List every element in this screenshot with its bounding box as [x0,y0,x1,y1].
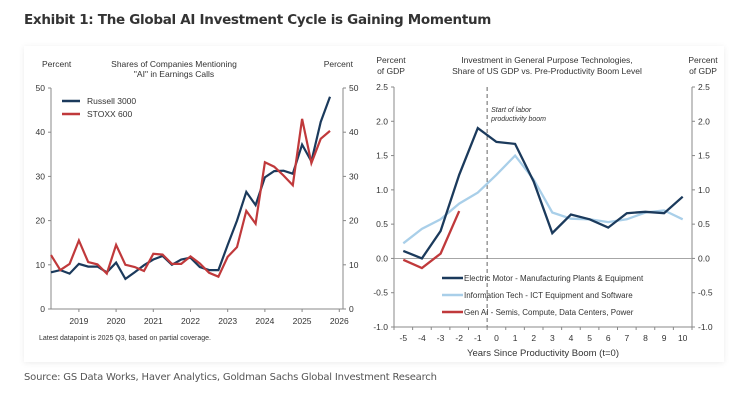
left-y-axis-label: Percent [376,55,406,65]
y-tick-label-right: 1.0 [698,185,710,195]
exhibit-title: Exhibit 1: The Global AI Investment Cycl… [24,12,492,28]
y-tick-label-left: 1.0 [376,185,388,195]
right-y-axis-label: Percent [324,59,354,69]
y-tick-label-left: 2.5 [376,82,388,92]
y-tick-label-right: 40 [349,127,359,137]
y-tick-label-left: 1.5 [376,151,388,161]
series-line-russell-3000 [50,96,332,281]
y-tick-label-right: 10 [349,260,359,270]
legend-label: Gen AI - Semis, Compute, Data Centers, P… [464,308,634,317]
series-line-stoxx-600 [50,118,331,279]
y-tick-label-right: 0 [349,304,354,314]
x-tick-label: 2019 [69,316,88,326]
annotation-label: Start of labor [491,107,532,114]
x-tick-label: 2022 [181,316,200,326]
left-chart-ai-mentions: Percent Percent Shares of Companies Mentio… [36,59,359,342]
x-tick-label: 3 [550,333,555,343]
x-tick-label: 2 [531,333,536,343]
y-tick-label-right: -0.5 [698,288,713,298]
x-tick-label: 10 [678,333,688,343]
y-tick-label-left: 2.0 [376,116,388,126]
y-tick-label-left: -1.0 [373,322,388,332]
y-tick-label-left: 10 [36,260,46,270]
x-tick-label: -5 [400,333,408,343]
x-axis-label: Years Since Productivity Boom (t=0) [467,348,619,359]
legend-label: STOXX 600 [87,109,132,119]
y-tick-label-left: 50 [36,83,46,93]
legend-label: Information Tech - ICT Equipment and Sof… [464,291,633,300]
y-tick-label-left: 0.0 [376,253,388,263]
x-tick-label: 2021 [144,316,163,326]
x-tick-label: 8 [643,333,648,343]
y-tick-label-left: -0.5 [373,288,388,298]
x-tick-label: 9 [662,333,667,343]
source-note: Source: GS Data Works, Haver Analytics, … [24,372,437,383]
x-tick-label: 4 [569,333,574,343]
right-y-axis-label: Percent [688,55,718,65]
y-tick-label-right: 2.0 [698,116,710,126]
x-tick-label: 7 [624,333,629,343]
y-tick-label-right: 2.5 [698,82,710,92]
x-tick-label: 2026 [330,316,349,326]
y-tick-label-right: 50 [349,83,359,93]
series-line-gen-ai [402,210,461,270]
chart-title-line: Investment in General Purpose Technologi… [461,55,632,65]
right-y-axis-label: of GDP [689,66,717,76]
y-tick-label-right: 0.0 [698,253,710,263]
x-tick-label: 5 [587,333,592,343]
series-line-electric-motor [402,126,684,260]
y-tick-label-right: 0.5 [698,219,710,229]
x-tick-label: 2023 [218,316,237,326]
y-tick-label-right: 20 [349,216,359,226]
x-tick-label: -3 [437,333,445,343]
x-tick-label: 6 [606,333,611,343]
x-tick-label: 2025 [293,316,312,326]
legend-label: Electric Motor - Manufacturing Plants & … [464,274,644,283]
x-tick-label: 2024 [255,316,274,326]
legend-label: Russell 3000 [87,96,136,106]
y-tick-label-left: 0.5 [376,219,388,229]
chart-title-line: Shares of Companies Mentioning [111,59,237,69]
left-y-axis-label: of GDP [377,66,405,76]
y-tick-label-left: 40 [36,127,46,137]
chart-card: Percent Percent Shares of Companies Mentio… [24,46,724,362]
x-tick-label: 2020 [107,316,126,326]
x-tick-label: 1 [513,333,518,343]
y-tick-label-left: 30 [36,171,46,181]
y-tick-label-right: -1.0 [698,322,713,332]
x-tick-label: -4 [418,333,426,343]
y-tick-label-right: 30 [349,171,359,181]
annotation-label: productivity boom [490,116,546,123]
y-tick-label-left: 0 [40,304,45,314]
x-tick-label: 0 [494,333,499,343]
chart-footnote: Latest datapoint is 2025 Q3, based on pa… [39,335,211,342]
x-tick-label: -2 [455,333,463,343]
chart-title-line: Share of US GDP vs. Pre-Productivity Boo… [452,66,642,76]
chart-title-line: "AI" in Earnings Calls [134,69,214,79]
y-tick-label-left: 20 [36,216,46,226]
y-tick-label-right: 1.5 [698,151,710,161]
x-tick-label: -1 [474,333,482,343]
left-y-axis-label: Percent [42,59,72,69]
series-line-information-tech [402,153,684,245]
